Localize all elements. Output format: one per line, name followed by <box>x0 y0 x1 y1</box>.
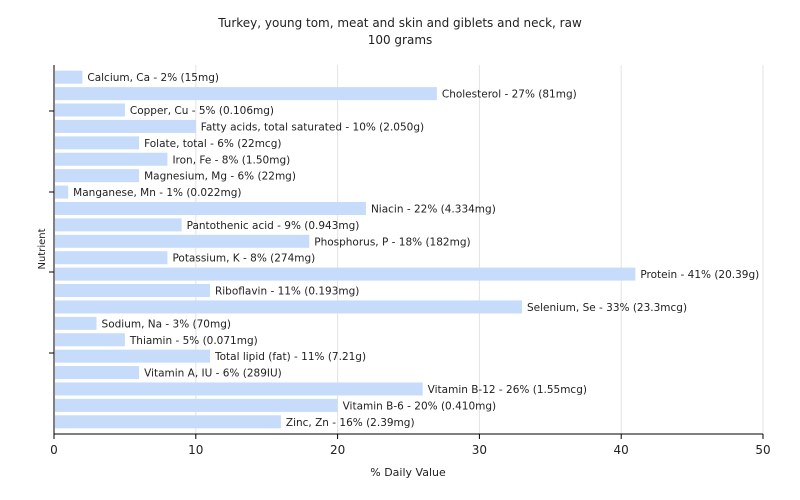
bar-label: Manganese, Mn - 1% (0.022mg) <box>73 187 241 199</box>
bar <box>55 333 125 347</box>
bar-label: Phosphorus, P - 18% (182mg) <box>314 236 470 248</box>
bar-label: Sodium, Na - 3% (70mg) <box>102 318 231 330</box>
chart-subtitle: 100 grams <box>368 33 433 47</box>
bar-label: Selenium, Se - 33% (23.3mcg) <box>527 302 687 314</box>
bar-label: Zinc, Zn - 16% (2.39mg) <box>286 417 415 429</box>
bar-label: Cholesterol - 27% (81mg) <box>442 89 577 101</box>
bar-label: Vitamin B-12 - 26% (1.55mcg) <box>428 384 587 396</box>
bar <box>55 284 210 298</box>
bar <box>55 119 196 133</box>
bar <box>55 349 210 363</box>
bar <box>55 300 522 314</box>
bar-label: Folate, total - 6% (22mcg) <box>144 138 281 150</box>
x-tick-label: 0 <box>50 443 58 457</box>
bar <box>55 366 140 380</box>
y-axis-label: Nutrient <box>37 228 48 269</box>
bar <box>55 87 437 101</box>
bar <box>55 201 366 215</box>
x-axis-ticks: 0 10 20 30 40 50 <box>50 434 771 457</box>
bar <box>55 267 636 281</box>
bar-label: Total lipid (fat) - 11% (7.21g) <box>214 351 366 363</box>
bar <box>55 251 168 265</box>
x-tick-label: 30 <box>472 443 487 457</box>
bar-label: Pantothenic acid - 9% (0.943mg) <box>187 220 360 232</box>
x-axis-label: % Daily Value <box>370 466 446 479</box>
x-tick-label: 40 <box>614 443 629 457</box>
bars-group <box>55 70 636 429</box>
bar-labels-group: Calcium, Ca - 2% (15mg) Cholesterol - 27%… <box>73 72 759 429</box>
bar <box>55 398 338 412</box>
bar-label: Thiamin - 5% (0.071mg) <box>129 335 258 347</box>
bar <box>55 185 69 199</box>
bar-label: Niacin - 22% (4.334mg) <box>371 203 496 215</box>
bar <box>55 70 83 84</box>
bar-label: Vitamin B-6 - 20% (0.410mg) <box>343 400 497 412</box>
bar <box>55 316 97 330</box>
bar-label: Vitamin A, IU - 6% (289IU) <box>144 368 282 380</box>
bar-label: Fatty acids, total saturated - 10% (2.05… <box>201 121 424 133</box>
bar-label: Potassium, K - 8% (274mg) <box>172 253 315 265</box>
bar-label: Copper, Cu - 5% (0.106mg) <box>130 105 274 117</box>
bar-label: Riboflavin - 11% (0.193mg) <box>215 286 359 298</box>
x-tick-label: 50 <box>755 443 770 457</box>
bar <box>55 234 310 248</box>
bar-label: Iron, Fe - 8% (1.50mg) <box>172 154 290 166</box>
chart-title: Turkey, young tom, meat and skin and gib… <box>217 16 582 30</box>
bar <box>55 152 168 166</box>
x-tick-label: 20 <box>330 443 345 457</box>
bar <box>55 415 281 429</box>
bar-label: Calcium, Ca - 2% (15mg) <box>87 72 219 84</box>
y-axis-ticks <box>49 110 54 354</box>
bar <box>55 169 140 183</box>
bar <box>55 136 140 150</box>
bar-label: Magnesium, Mg - 6% (22mg) <box>144 171 296 183</box>
bar <box>55 218 182 232</box>
bar <box>55 382 423 396</box>
grid-lines <box>195 65 764 434</box>
x-tick-label: 10 <box>188 443 203 457</box>
bar <box>55 103 125 117</box>
bar-label: Protein - 41% (20.39g) <box>640 269 759 281</box>
